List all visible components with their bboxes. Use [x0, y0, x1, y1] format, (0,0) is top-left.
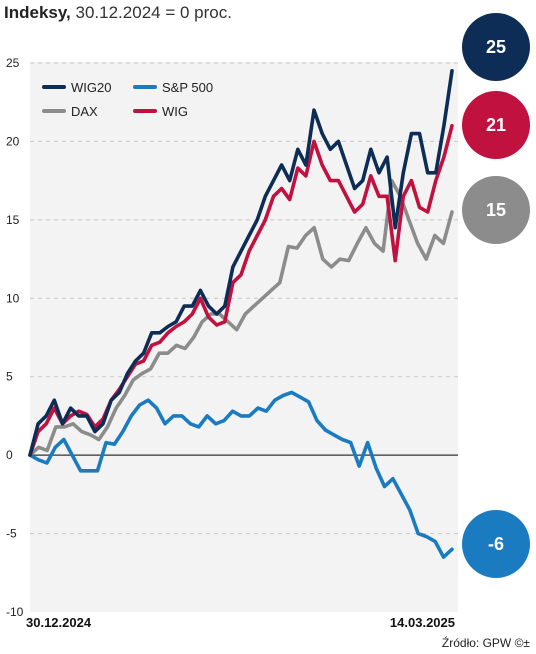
end-value-badge-wig — [462, 91, 530, 159]
series-line-wig20 — [28, 69, 454, 457]
legend-label-wig20: WIG20 — [71, 80, 111, 95]
y-tick-label: 20 — [6, 134, 20, 148]
plot-background — [30, 62, 458, 612]
chart-title: Indeksy, 30.12.2024 = 0 proc. — [4, 3, 232, 23]
y-tick-label: 15 — [6, 213, 20, 227]
series-line-dax — [28, 178, 454, 457]
y-tick-label: -5 — [6, 527, 17, 541]
end-value-badge-wig20 — [462, 13, 530, 81]
y-tick-label: 25 — [6, 56, 20, 70]
x-start-label: 30.12.2024 — [26, 615, 92, 630]
y-tick-label: 0 — [6, 448, 13, 462]
series-line-sp500 — [28, 390, 454, 559]
end-value-label-wig: 21 — [486, 115, 506, 135]
y-tick-label: 5 — [6, 370, 13, 384]
title-bold: Indeksy, — [4, 3, 71, 22]
end-value-label-wig20: 25 — [486, 37, 506, 57]
legend-label-wig: WIG — [162, 104, 188, 119]
x-end-label: 14.03.2025 — [390, 615, 455, 630]
legend-label-dax: DAX — [71, 104, 98, 119]
y-tick-label: 10 — [6, 291, 20, 305]
series-line-wig — [28, 123, 454, 457]
source-note: Źródło: GPW ©± — [441, 636, 530, 650]
legend-label-sp500: S&P 500 — [162, 80, 213, 95]
y-tick-label: -10 — [6, 605, 24, 619]
end-value-label-dax: 15 — [486, 200, 506, 220]
end-value-badge-sp500 — [462, 510, 530, 578]
end-value-badge-dax — [462, 176, 530, 244]
end-value-label-sp500: -6 — [488, 534, 504, 554]
title-subtitle: 30.12.2024 = 0 proc. — [75, 3, 232, 22]
